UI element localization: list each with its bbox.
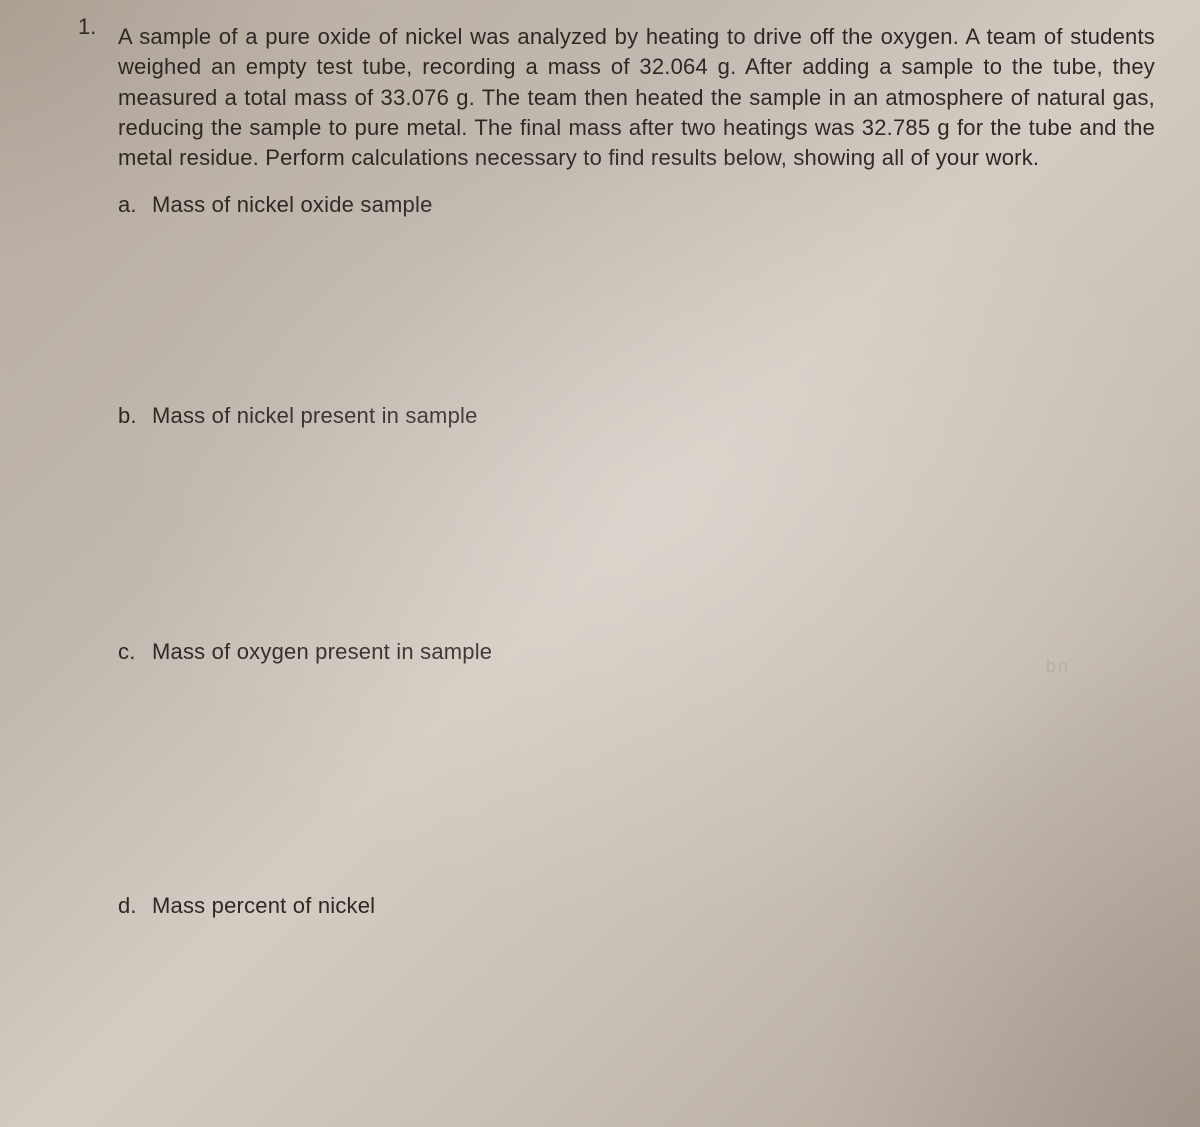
subpart-a: a. Mass of nickel oxide sample	[118, 192, 1155, 218]
subpart-text: Mass of nickel present in sample	[152, 403, 1155, 429]
subpart-letter: b.	[118, 403, 152, 429]
subpart-letter: d.	[118, 893, 152, 919]
question-text: A sample of a pure oxide of nickel was a…	[118, 22, 1155, 174]
subpart-text: Mass percent of nickel	[152, 893, 1155, 919]
question-number: 1.	[78, 14, 96, 40]
subpart-b: b. Mass of nickel present in sample	[118, 403, 1155, 429]
subpart-c: c. Mass of oxygen present in sample	[118, 639, 1155, 665]
subparts-list: a. Mass of nickel oxide sample b. Mass o…	[118, 192, 1155, 1127]
subpart-text: Mass of oxygen present in sample	[152, 639, 1155, 665]
subpart-letter: c.	[118, 639, 152, 665]
subpart-d: d. Mass percent of nickel	[118, 893, 1155, 919]
subpart-text: Mass of nickel oxide sample	[152, 192, 1155, 218]
worksheet-page: 1. A sample of a pure oxide of nickel wa…	[0, 0, 1200, 1127]
subpart-letter: a.	[118, 192, 152, 218]
